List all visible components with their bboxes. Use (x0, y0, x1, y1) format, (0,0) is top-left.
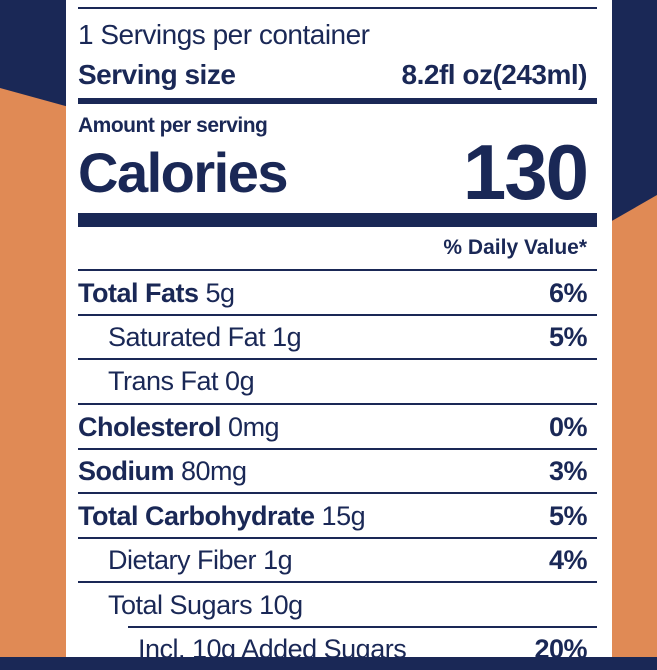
nutrient-dv: 3% (548, 455, 588, 486)
divider-line (78, 581, 597, 583)
nutrient-amount: 15g (321, 500, 366, 531)
daily-value-header-row: % Daily Value* (78, 232, 597, 264)
serving-size-row: Serving size 8.2fl oz(243ml) (78, 57, 597, 93)
nutrient-dv: 20% (534, 633, 587, 664)
nutrient-name: Saturated Fat (108, 321, 266, 352)
divider-line (78, 7, 597, 9)
nutrient-amount: 5g (205, 277, 236, 308)
nutrient-amount: 0mg (228, 411, 280, 442)
amount-per-serving: Amount per serving (78, 114, 268, 137)
nutrient-row-sodium: Sodium 80mg 3% (78, 450, 597, 492)
divider-line (78, 314, 597, 316)
nutrient-name: Trans Fat (108, 365, 219, 396)
divider-medium (78, 98, 597, 104)
nutrient-name: Cholesterol (78, 411, 222, 442)
nutrient-row-added-sugars: Incl. 10g Added Sugars 20% (78, 628, 597, 670)
nutrient-row-total-sugars: Total Sugars 10g (78, 584, 597, 626)
daily-value-header: % Daily Value* (443, 236, 587, 259)
nutrient-dv: 5% (548, 321, 588, 352)
nutrient-name: Total Sugars (108, 589, 253, 620)
divider-line (128, 626, 597, 628)
nutrient-name: Sodium (78, 455, 175, 486)
nutrient-row-saturated-fat: Saturated Fat 1g 5% (78, 316, 597, 358)
divider-line (78, 358, 597, 360)
divider-line (78, 448, 597, 450)
nutrient-name: Incl. 10g Added Sugars (138, 633, 407, 664)
amount-per-serving-row: Amount per serving (78, 113, 597, 139)
calories-label: Calories (78, 141, 289, 204)
calories-value: 130 (462, 128, 589, 216)
divider-line (78, 492, 597, 494)
nutrient-amount: 1g (272, 321, 302, 352)
nutrient-dv: 6% (548, 277, 588, 308)
nutrient-amount: 1g (263, 544, 293, 575)
label-panel (66, 0, 612, 657)
nutrient-row-trans-fat: Trans Fat 0g (78, 360, 597, 402)
nutrient-amount: 80mg (181, 455, 247, 486)
nutrient-row-total-fats: Total Fats 5g 6% (78, 272, 597, 314)
nutrient-name: Total Carbohydrate (78, 500, 315, 531)
divider-line (78, 403, 597, 405)
nutrient-row-cholesterol: Cholesterol 0mg 0% (78, 406, 597, 448)
divider-line (78, 537, 597, 539)
servings-row: 1 Servings per container (78, 18, 597, 52)
nutrient-dv: 4% (548, 544, 588, 575)
nutrient-name: Dietary Fiber (108, 544, 257, 575)
calories-row: Calories 130 (78, 128, 597, 216)
nutrient-dv: 5% (548, 500, 588, 531)
nutrient-amount: 0g (225, 365, 255, 396)
nutrition-facts-label: 1 Servings per container Serving size 8.… (78, 0, 597, 664)
nutrient-amount: 10g (259, 589, 303, 620)
nutrient-name: Total Fats (78, 277, 199, 308)
nutrient-dv: 0% (548, 411, 588, 442)
nutrient-row-dietary-fiber: Dietary Fiber 1g 4% (78, 539, 597, 581)
serving-size-value: 8.2fl oz(243ml) (401, 59, 588, 90)
servings-text: 1 Servings per container (78, 19, 370, 50)
nutrient-row-total-carbohydrate: Total Carbohydrate 15g 5% (78, 495, 597, 537)
divider-line (78, 269, 597, 271)
serving-size-label: Serving size (78, 59, 236, 90)
divider-thick (78, 213, 597, 227)
